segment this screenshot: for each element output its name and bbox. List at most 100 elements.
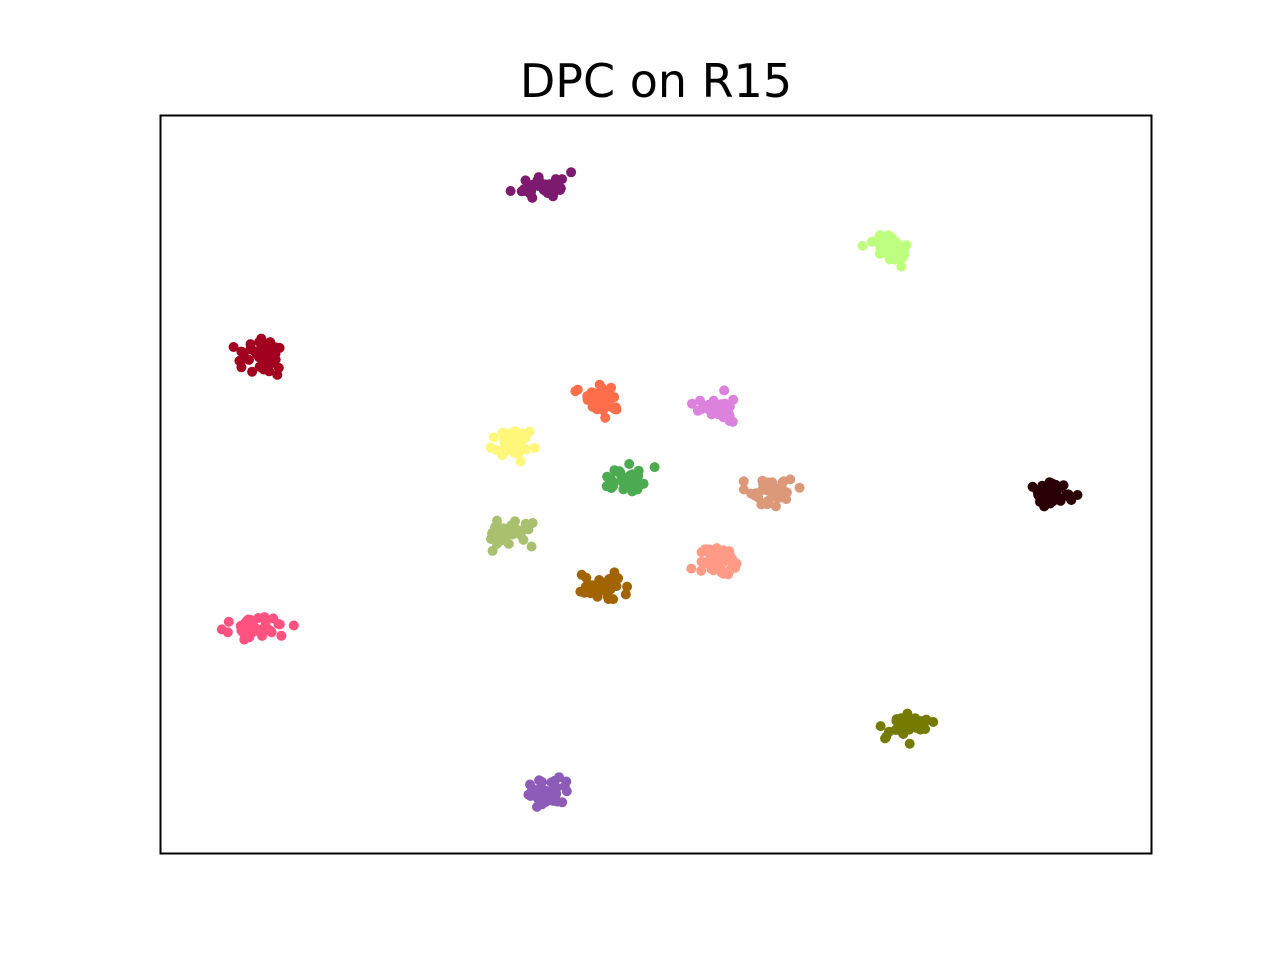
cluster-10-point xyxy=(493,524,504,535)
cluster-14-point xyxy=(875,721,886,732)
cluster-12-point xyxy=(604,574,615,584)
cluster-5-point xyxy=(696,404,707,414)
cluster-12-point xyxy=(595,585,606,596)
cluster-7-point xyxy=(624,459,635,469)
cluster-15-point xyxy=(534,775,545,786)
cluster-8-point xyxy=(785,474,796,485)
cluster-5-point xyxy=(728,394,739,405)
cluster-7-point xyxy=(618,484,629,495)
cluster-1-point xyxy=(557,174,568,185)
cluster-4-point xyxy=(603,387,614,398)
cluster-14-point xyxy=(920,724,931,734)
cluster-7-point xyxy=(632,484,643,495)
cluster-7-point xyxy=(602,471,613,482)
cluster-2-point xyxy=(885,248,896,259)
cluster-4-point xyxy=(584,394,595,405)
cluster-1-point xyxy=(555,185,566,195)
cluster-3-point xyxy=(228,342,239,352)
cluster-8-point xyxy=(794,482,805,493)
cluster-2-point xyxy=(901,240,912,251)
cluster-13-point xyxy=(216,624,227,635)
cluster-9-point xyxy=(1044,477,1055,488)
cluster-14-point xyxy=(902,721,913,732)
plot-area-frame xyxy=(159,114,1153,855)
cluster-12-point xyxy=(620,589,631,600)
cluster-6-point xyxy=(506,435,517,446)
cluster-15-point xyxy=(537,799,547,810)
cluster-4-point xyxy=(572,384,583,395)
cluster-10-point xyxy=(527,518,538,528)
cluster-11-point xyxy=(724,565,735,576)
cluster-2-point xyxy=(857,240,868,251)
cluster-12-point xyxy=(603,594,614,605)
cluster-13-point xyxy=(288,620,299,631)
cluster-5-point xyxy=(710,400,721,411)
cluster-9-point xyxy=(1072,490,1083,500)
cluster-8-point xyxy=(770,501,781,512)
cluster-1-point xyxy=(520,175,531,186)
cluster-12-point xyxy=(576,569,587,580)
cluster-13-point xyxy=(246,625,257,636)
cluster-12-point xyxy=(622,581,633,592)
cluster-15-point xyxy=(557,797,568,808)
cluster-1-point xyxy=(505,186,516,196)
cluster-14-point xyxy=(891,724,902,735)
cluster-1-point xyxy=(548,191,558,202)
cluster-13-point xyxy=(273,619,284,629)
cluster-3-point xyxy=(266,358,277,369)
cluster-7-point xyxy=(615,467,626,478)
cluster-13-point xyxy=(266,627,277,638)
cluster-7-point xyxy=(626,477,637,488)
cluster-3-point xyxy=(273,362,284,373)
cluster-3-point xyxy=(237,354,248,365)
cluster-15-point xyxy=(525,779,535,790)
cluster-11-point xyxy=(703,547,714,558)
cluster-6-point xyxy=(517,434,528,445)
points-layer xyxy=(216,167,1083,812)
cluster-4-point xyxy=(597,401,608,411)
cluster-14-point xyxy=(904,738,915,749)
cluster-8-point xyxy=(774,485,785,496)
cluster-11-point xyxy=(725,551,736,562)
cluster-3-point xyxy=(265,337,276,348)
cluster-11-point xyxy=(709,555,720,566)
cluster-6-point xyxy=(524,426,535,437)
cluster-1-point xyxy=(566,167,577,178)
cluster-10-point xyxy=(512,525,523,535)
chart-title: DPC on R15 xyxy=(520,54,792,108)
cluster-6-point xyxy=(491,444,501,455)
cluster-10-point xyxy=(510,516,520,527)
cluster-15-point xyxy=(545,795,556,806)
cluster-2-point xyxy=(886,238,897,249)
cluster-6-point xyxy=(488,432,499,443)
cluster-1-point xyxy=(524,186,535,197)
cluster-3-point xyxy=(258,364,269,375)
cluster-11-point xyxy=(686,563,697,574)
cluster-6-point xyxy=(529,442,540,453)
cluster-3-point xyxy=(274,342,285,353)
cluster-11-point xyxy=(711,543,722,554)
cluster-8-point xyxy=(738,484,749,495)
cluster-10-point xyxy=(486,534,496,544)
cluster-12-point xyxy=(611,581,622,592)
cluster-5-point xyxy=(724,416,735,426)
cluster-10-point xyxy=(526,541,537,552)
cluster-14-point xyxy=(881,731,892,742)
cluster-14-point xyxy=(928,717,939,727)
cluster-1-point xyxy=(516,186,527,197)
cluster-5-point xyxy=(687,398,697,409)
cluster-2-point xyxy=(874,237,885,248)
cluster-9-point xyxy=(1051,490,1061,501)
cluster-1-point xyxy=(532,175,543,186)
cluster-12-point xyxy=(579,587,590,598)
cluster-6-point xyxy=(512,444,523,455)
cluster-3-point xyxy=(247,366,258,377)
cluster-11-point xyxy=(696,547,707,558)
cluster-4-point xyxy=(600,412,611,423)
cluster-8-point xyxy=(738,476,749,487)
cluster-15-point xyxy=(561,786,572,797)
cluster-14-point xyxy=(898,729,909,739)
cluster-15-point xyxy=(530,787,541,798)
cluster-11-point xyxy=(696,565,707,576)
